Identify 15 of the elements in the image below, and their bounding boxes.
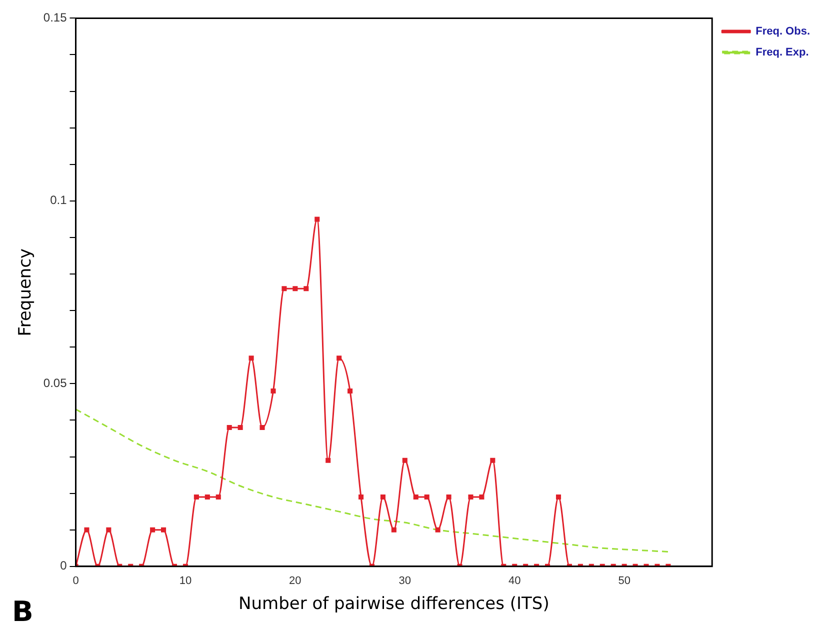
x-tick-label: 20	[289, 575, 302, 588]
x-tick-label: 10	[179, 575, 192, 588]
x-tick-label: 0	[72, 575, 79, 588]
x-tick-label: 40	[508, 575, 521, 588]
legend-label: Freq. Exp.	[756, 46, 809, 59]
y-axis-title: Frequency	[16, 248, 36, 336]
x-tick-label: 30	[398, 575, 412, 588]
y-tick-label: 0.1	[50, 193, 68, 208]
x-axis-title: Number of pairwise differences (ITS)	[238, 594, 550, 614]
x-tick-label: 50	[618, 575, 630, 588]
y-tick-label: 0	[60, 558, 68, 573]
legend-label: Freq. Obs.	[756, 26, 810, 38]
y-tick-label: 0.05	[43, 376, 68, 390]
text: B	[12, 595, 34, 628]
y-tick-label: 0.15	[43, 10, 68, 25]
